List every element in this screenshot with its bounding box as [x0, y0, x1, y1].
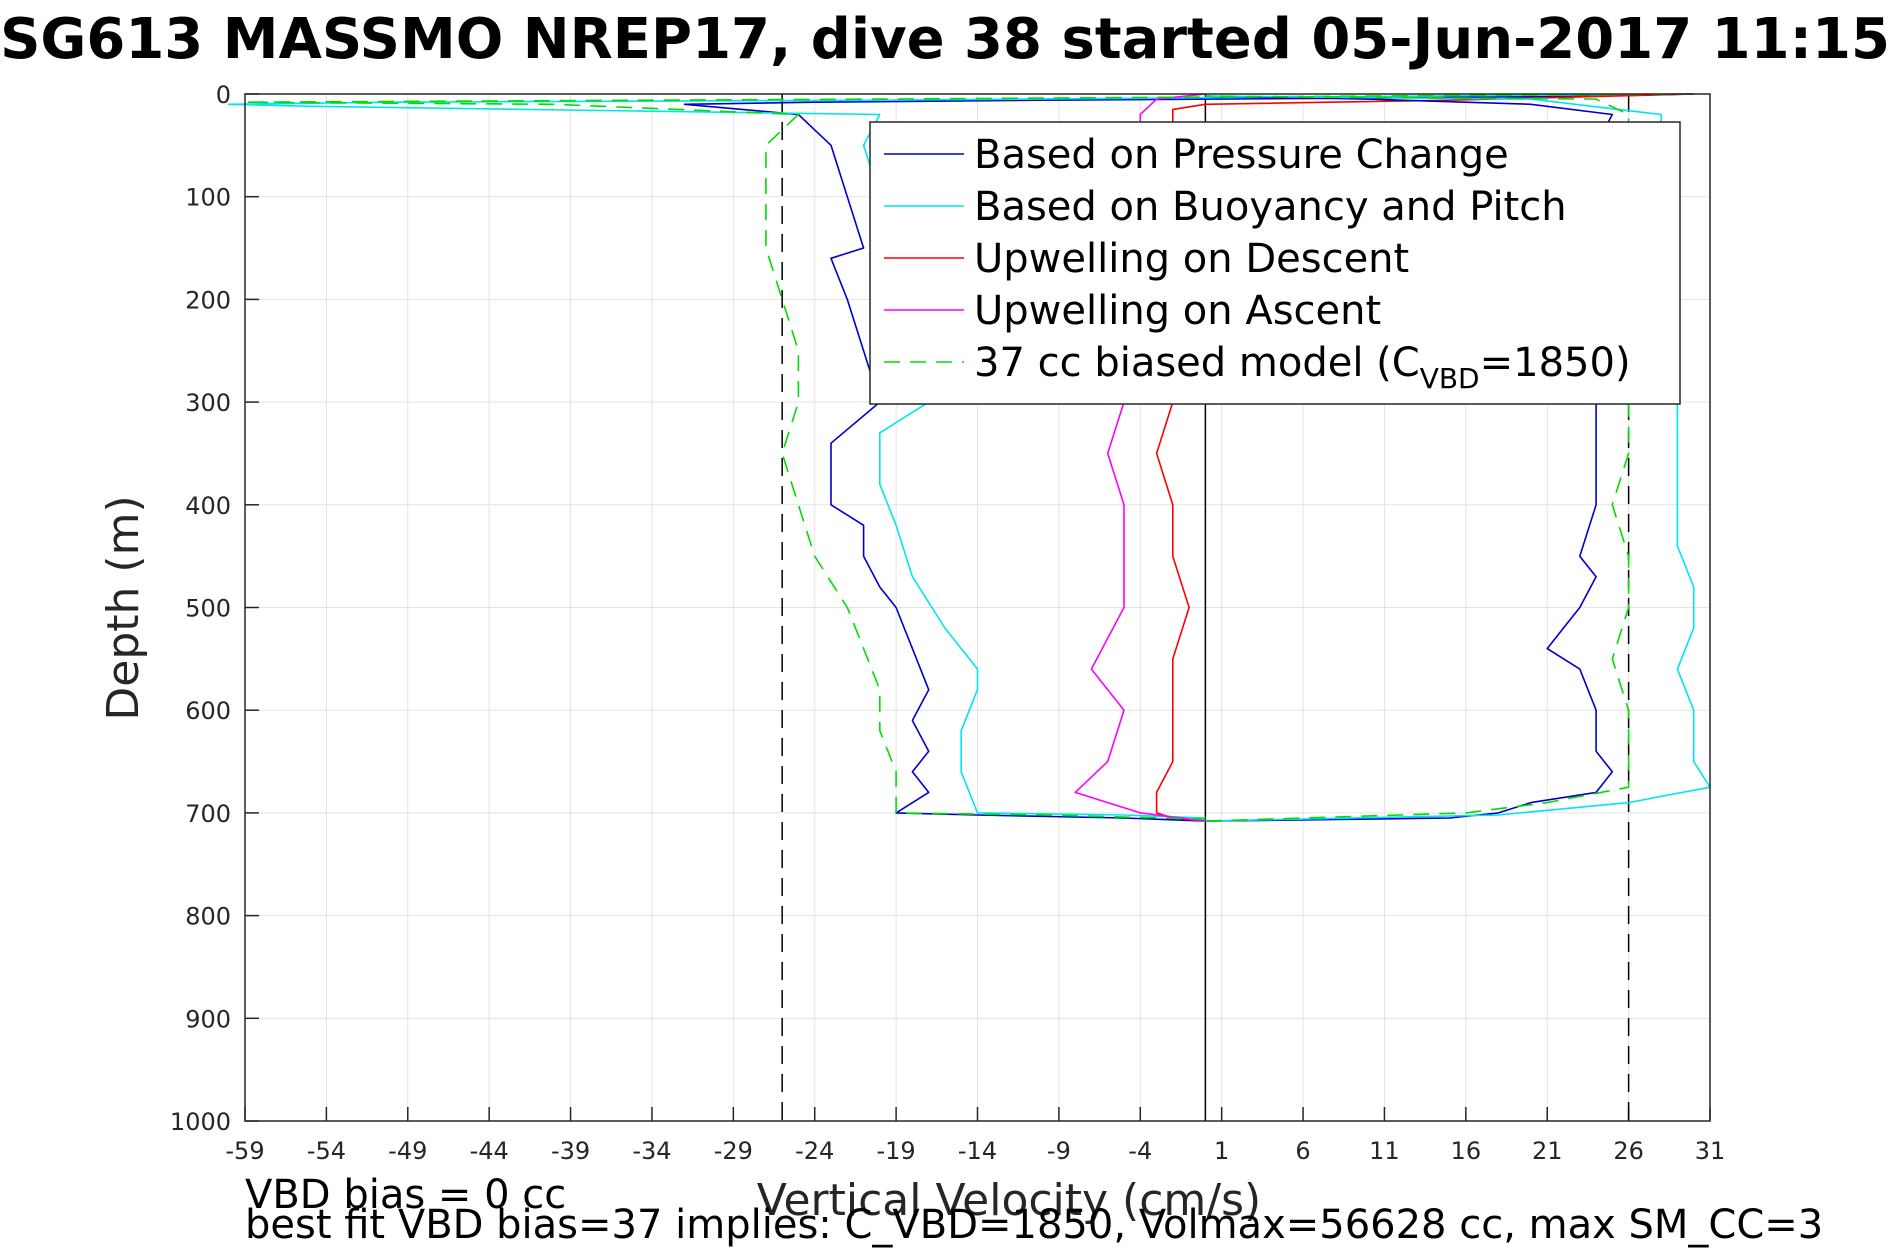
x-tick-label: 26: [1613, 1137, 1644, 1165]
x-tick-label: 6: [1295, 1137, 1310, 1165]
y-tick-label: 600: [185, 697, 231, 725]
legend-label: Upwelling on Ascent: [974, 288, 1381, 334]
x-tick-labels: -59 -54 -49 -44 -39 -34 -29 -24 -19 -14 -9 -4 1 6 11 16…: [225, 1137, 1725, 1165]
y-tick-label: 400: [185, 492, 231, 520]
x-tick-label: 11: [1369, 1137, 1400, 1165]
legend-label: Based on Pressure Change: [974, 132, 1509, 178]
x-tick-label: 21: [1532, 1137, 1563, 1165]
legend-label: 37 cc biased model (CVBD=1850): [974, 340, 1631, 395]
x-tick-label: 31: [1695, 1137, 1726, 1165]
y-tick-label: 1000: [170, 1108, 231, 1136]
series-line: [683, 93, 1694, 822]
y-tick-label: 200: [185, 286, 231, 314]
x-tick-label: 16: [1451, 1137, 1482, 1165]
y-tick-label: 700: [185, 800, 231, 828]
x-tick-label: -9: [1047, 1137, 1071, 1165]
x-tick-label: -44: [470, 1137, 509, 1165]
x-tick-label: 1: [1214, 1137, 1229, 1165]
x-tick-label: -24: [795, 1137, 834, 1165]
y-tick-label: 800: [185, 903, 231, 931]
x-tick-label: -34: [632, 1137, 671, 1165]
annotation-best-fit: best fit VBD bias=37 implies: C_VBD=1850…: [245, 1202, 1823, 1248]
x-tick-label: -19: [877, 1137, 916, 1165]
series-line: [1155, 93, 1694, 822]
series-line: [227, 93, 1694, 819]
x-tick-label: -14: [958, 1137, 997, 1165]
y-tick-label: 300: [185, 389, 231, 417]
plot-frame: [244, 93, 1711, 1122]
x-tick-label: -4: [1128, 1137, 1152, 1165]
y-tick-label: 500: [185, 595, 231, 623]
y-tick-label: 100: [185, 184, 231, 212]
legend-box: [869, 121, 1681, 405]
x-tick-label: -59: [225, 1137, 264, 1165]
series-line: [1205, 95, 1646, 822]
legend: Based on Pressure Change Based on Buoyanc…: [869, 121, 1681, 405]
x-axis-label: Vertical Velocity (cm/s): [757, 1175, 1261, 1226]
legend-label: Upwelling on Descent: [974, 236, 1409, 282]
y-tick-label: 0: [216, 81, 231, 109]
annotation-vbd-bias: VBD bias = 0 cc: [245, 1172, 566, 1218]
x-tick-label: -54: [307, 1137, 346, 1165]
y-axis-label: Depth (m): [98, 495, 149, 720]
x-tick-label: -39: [551, 1137, 590, 1165]
x-tick-label: -49: [388, 1137, 427, 1165]
series-line: [244, 93, 1694, 820]
chart-title: SG613 MASSMO NREP17, dive 38 started 05-…: [0, 7, 1890, 72]
x-tick-label: -29: [714, 1137, 753, 1165]
y-tick-labels: 0 100 200 300 400 500 600 700 800 900 1000: [170, 81, 231, 1136]
y-tick-label: 900: [185, 1005, 231, 1033]
legend-label: Based on Buoyancy and Pitch: [974, 184, 1567, 230]
